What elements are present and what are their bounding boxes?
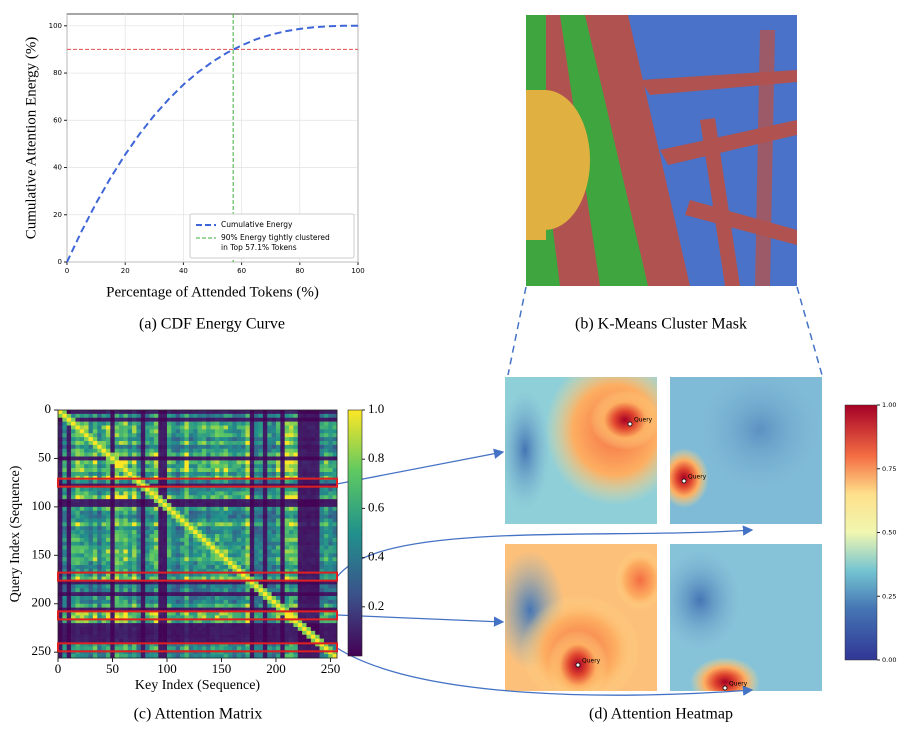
- y-tick-label: 0: [58, 258, 62, 266]
- heatmap-colorbar: [845, 405, 877, 660]
- colorbar-tick-label: 0.75: [882, 465, 896, 473]
- legend-label: in Top 57.1% Tokens: [221, 243, 297, 252]
- colorbar-tick-label: 1.00: [882, 401, 896, 409]
- x-tick-label: 20: [121, 267, 130, 275]
- y-tick-label: 80: [53, 69, 62, 77]
- query-marker: [576, 663, 580, 667]
- x-tick-label: 0: [55, 661, 62, 676]
- heatmap-image: [495, 544, 665, 705]
- caption: (c) Attention Matrix: [134, 706, 263, 723]
- y-axis-label: Query Index (Sequence): [8, 465, 23, 602]
- y-axis-label: Cumulative Attention Energy (%): [23, 37, 39, 240]
- y-tick-label: 50: [38, 449, 51, 464]
- query-label: Query: [688, 474, 707, 481]
- y-tick-label: 60: [53, 116, 62, 124]
- caption: (b) K-Means Cluster Mask: [575, 316, 747, 333]
- colorbar-tick-label: 0.4: [368, 549, 385, 564]
- colorbar-tick-label: 0.50: [882, 529, 896, 537]
- zoom-line: [797, 287, 822, 375]
- colorbar-tick-label: 1.0: [368, 401, 384, 416]
- legend-label: Cumulative Energy: [221, 220, 293, 229]
- x-axis-label: Percentage of Attended Tokens (%): [106, 284, 319, 300]
- x-tick-label: 60: [237, 267, 246, 275]
- x-tick-label: 40: [179, 267, 188, 275]
- x-tick-label: 250: [321, 661, 341, 676]
- colorbar-tick-label: 0.25: [882, 592, 896, 600]
- x-axis-label: Key Index (Sequence): [135, 678, 261, 693]
- query-marker: [682, 479, 686, 483]
- matrix-colorbar: [348, 410, 362, 656]
- query-label: Query: [729, 681, 748, 688]
- x-tick-label: 150: [212, 661, 232, 676]
- caption: (d) Attention Heatmap: [589, 706, 733, 723]
- x-tick-label: 200: [266, 661, 286, 676]
- y-tick-label: 100: [32, 498, 52, 513]
- y-tick-label: 0: [45, 401, 52, 416]
- y-tick-label: 200: [32, 595, 52, 610]
- colorbar-tick-label: 0.2: [368, 598, 384, 613]
- y-tick-label: 40: [53, 164, 62, 172]
- legend: Cumulative Energy 90% Energy tightly clus…: [190, 214, 354, 258]
- zoom-line: [508, 287, 526, 375]
- x-tick-label: 50: [106, 661, 119, 676]
- x-tick-label: 100: [351, 267, 364, 275]
- matrix-texture: [58, 410, 337, 658]
- colorbar-tick-label: 0.00: [882, 656, 896, 664]
- caption: (a) CDF Energy Curve: [139, 316, 285, 333]
- colorbar-tick-label: 0.8: [368, 450, 384, 465]
- query-label: Query: [634, 417, 653, 424]
- y-tick-label: 250: [32, 643, 52, 658]
- x-tick-label: 80: [295, 267, 304, 275]
- x-tick-label: 100: [157, 661, 177, 676]
- y-tick-label: 150: [32, 546, 52, 561]
- y-tick-label: 100: [49, 22, 62, 30]
- query-marker: [628, 422, 632, 426]
- heatmap-image: [500, 355, 685, 524]
- y-tick-label: 20: [53, 211, 62, 219]
- query-label: Query: [582, 658, 601, 665]
- colorbar-tick-label: 0.6: [368, 499, 385, 514]
- heatmap-image: [659, 370, 822, 524]
- cluster-mask-image: [500, 15, 797, 286]
- x-tick-label: 0: [65, 267, 69, 275]
- query-marker: [723, 686, 727, 690]
- legend-label: 90% Energy tightly clustered: [221, 233, 330, 242]
